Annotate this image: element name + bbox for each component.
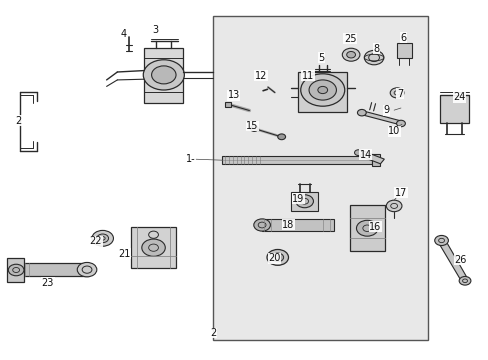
Text: 9: 9	[383, 105, 388, 115]
Text: 17: 17	[394, 188, 407, 198]
Circle shape	[271, 253, 283, 262]
Bar	[222, 156, 371, 164]
Bar	[12, 263, 88, 276]
Polygon shape	[291, 192, 317, 211]
Text: 26: 26	[453, 255, 466, 265]
Text: 23: 23	[41, 278, 54, 288]
Text: 4: 4	[120, 29, 126, 39]
Circle shape	[142, 239, 165, 256]
Circle shape	[317, 86, 327, 94]
Circle shape	[143, 60, 184, 90]
Circle shape	[151, 66, 176, 84]
Text: 19: 19	[291, 194, 304, 204]
Circle shape	[8, 264, 24, 276]
Polygon shape	[437, 239, 468, 282]
Text: 24: 24	[452, 92, 465, 102]
Text: 16: 16	[368, 222, 381, 232]
Circle shape	[354, 150, 362, 156]
Bar	[439, 95, 468, 123]
Circle shape	[308, 80, 336, 100]
Bar	[371, 154, 380, 166]
Circle shape	[396, 120, 405, 127]
Text: 15: 15	[245, 121, 258, 131]
Text: 2: 2	[16, 116, 21, 126]
Circle shape	[295, 195, 313, 208]
Text: 2: 2	[210, 328, 216, 338]
Circle shape	[266, 249, 288, 265]
Polygon shape	[131, 227, 176, 268]
Text: 20: 20	[268, 253, 281, 264]
Circle shape	[92, 230, 113, 246]
Text: 3: 3	[152, 24, 158, 35]
Bar	[298, 72, 346, 112]
Text: 5: 5	[318, 53, 324, 63]
Text: 7: 7	[396, 89, 402, 99]
Text: 14: 14	[359, 150, 371, 160]
Circle shape	[300, 74, 344, 106]
Circle shape	[434, 235, 447, 246]
Circle shape	[97, 234, 108, 243]
Polygon shape	[356, 150, 384, 164]
Circle shape	[250, 126, 258, 131]
Circle shape	[364, 50, 383, 65]
Circle shape	[458, 276, 470, 285]
Text: 25: 25	[343, 34, 356, 44]
Circle shape	[389, 88, 403, 98]
Text: 11: 11	[301, 71, 314, 81]
Circle shape	[386, 200, 401, 212]
Circle shape	[357, 109, 366, 116]
Text: 12: 12	[254, 71, 267, 81]
Circle shape	[77, 262, 97, 277]
Bar	[396, 43, 411, 58]
Circle shape	[342, 48, 359, 61]
Polygon shape	[349, 205, 385, 251]
Bar	[212, 16, 427, 340]
Circle shape	[356, 220, 377, 236]
Text: 22: 22	[89, 236, 102, 246]
Text: 8: 8	[373, 44, 379, 54]
Circle shape	[346, 51, 355, 58]
Text: 21: 21	[118, 249, 131, 259]
Bar	[224, 102, 230, 107]
Bar	[7, 258, 24, 282]
Polygon shape	[360, 111, 403, 125]
Circle shape	[277, 134, 285, 140]
Polygon shape	[144, 48, 183, 103]
Text: 10: 10	[387, 126, 400, 136]
Circle shape	[253, 219, 270, 231]
Text: 18: 18	[282, 220, 294, 230]
Text: 1-: 1-	[185, 154, 195, 164]
Text: 13: 13	[227, 90, 240, 100]
Bar	[262, 219, 334, 231]
Text: 6: 6	[400, 33, 406, 43]
